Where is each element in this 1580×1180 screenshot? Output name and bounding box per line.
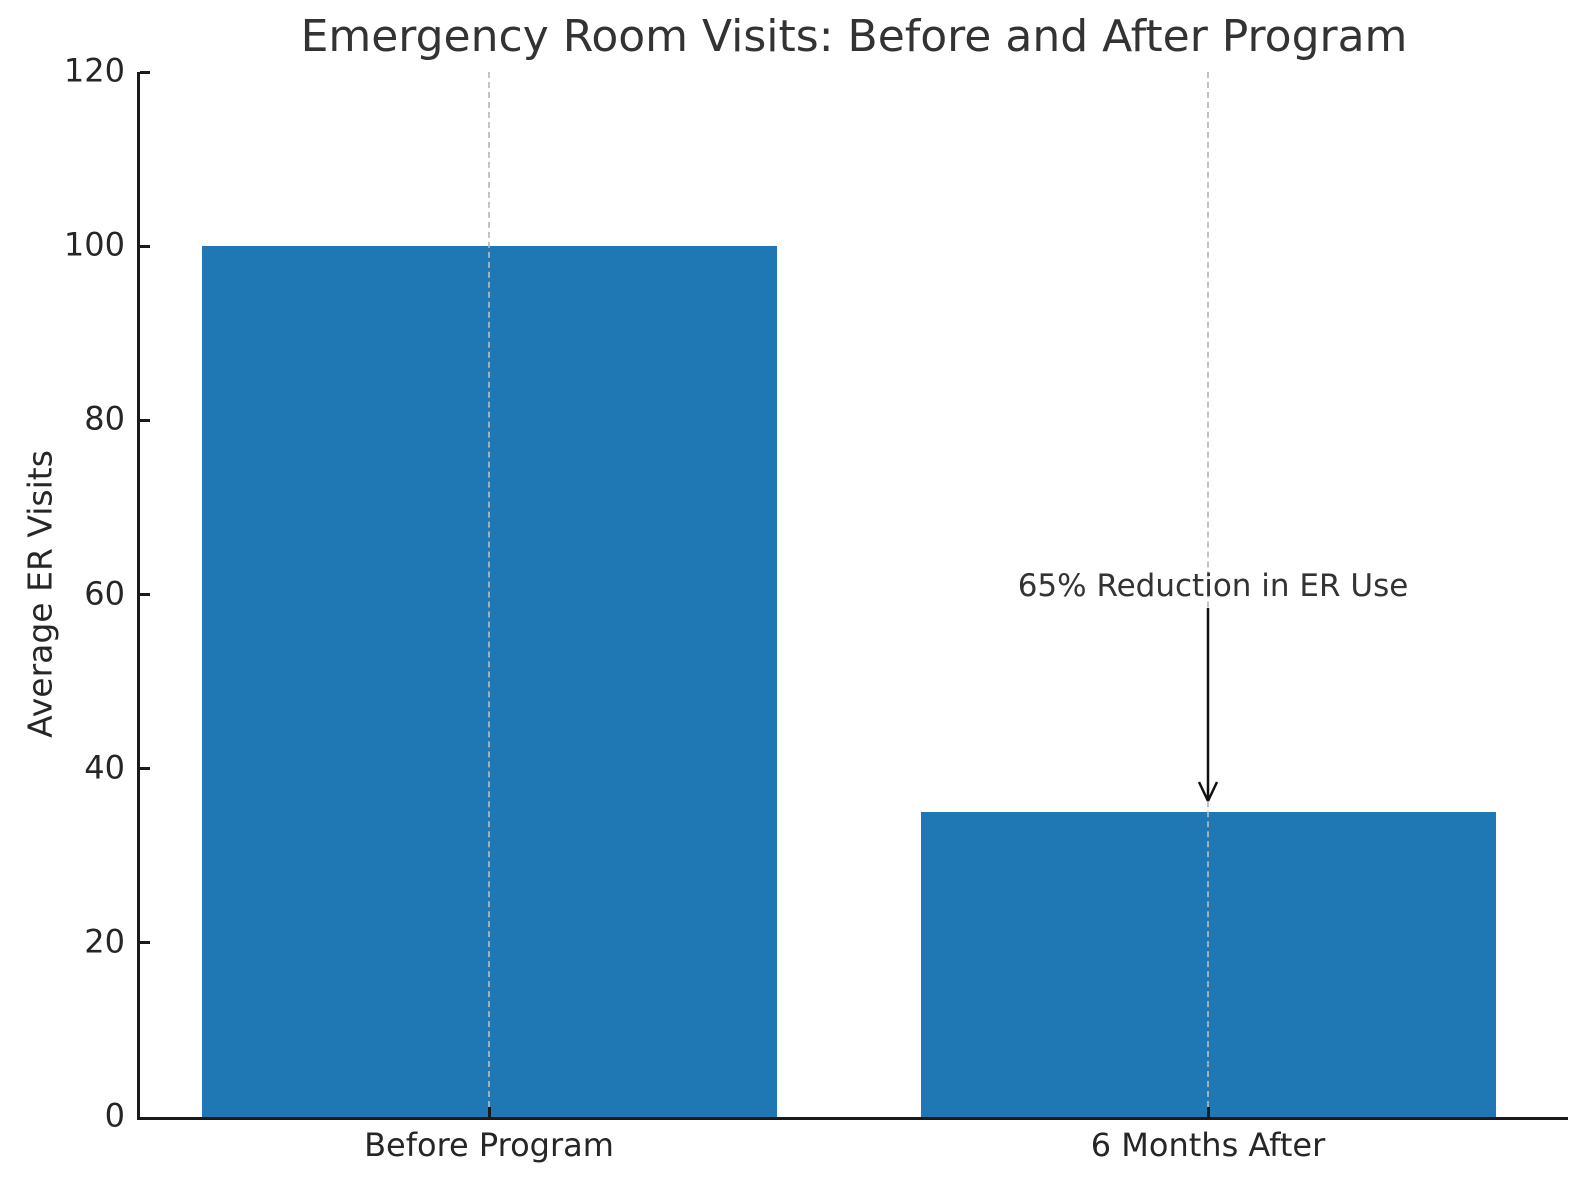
y-tick: [140, 593, 150, 596]
x-tick-label-6-months-after: 6 Months After: [1090, 1126, 1326, 1164]
y-tick: [140, 418, 150, 422]
y-tick-label: 120: [63, 51, 125, 90]
plot-area: Before Program 6 Months After 65% Reduct…: [64, 51, 1568, 1164]
x-tick: [487, 1107, 491, 1117]
y-tick-label: 20: [84, 922, 125, 961]
x-axis-spine: [137, 1117, 1568, 1120]
y-tick: [140, 70, 150, 74]
y-tick-label: 0: [104, 1096, 125, 1135]
x-tick: [1206, 1107, 1210, 1117]
y-tick: [140, 244, 150, 248]
y-tick-label: 100: [63, 225, 125, 264]
gridline: [1207, 72, 1209, 1117]
x-tick-label-before-program: Before Program: [364, 1126, 614, 1164]
y-tick: [140, 767, 150, 771]
y-axis-spine: [137, 72, 140, 1120]
down-arrow-icon: [1197, 608, 1219, 802]
y-tick-label: 80: [84, 399, 125, 438]
y-tick: [140, 941, 150, 945]
y-tick-label: 60: [84, 573, 125, 612]
y-tick-label: 40: [84, 748, 125, 787]
gridline: [488, 72, 490, 1117]
chart-title: Emergency Room Visits: Before and After …: [300, 11, 1408, 62]
annotation-text: 65% Reduction in ER Use: [1017, 568, 1409, 604]
